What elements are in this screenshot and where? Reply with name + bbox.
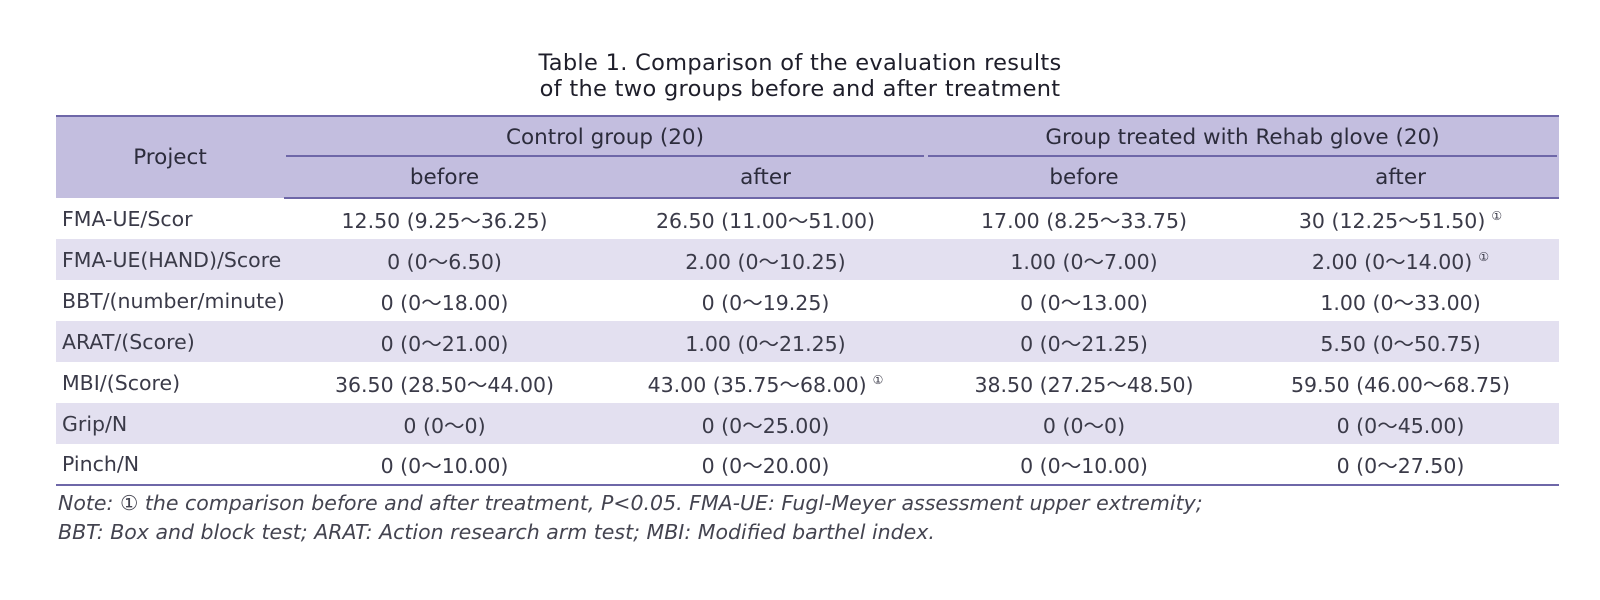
- table-row: ARAT/(Score) 0 (0～21.00) 1.00 (0～21.25) 0 (…: [56, 321, 1560, 362]
- value-text: 0 (0～10.00): [380, 454, 509, 478]
- control-group-header: Control group (20): [284, 116, 926, 157]
- value-text: 0 (0～6.50): [387, 249, 502, 274]
- value-cell: 1.00 (0～33.00): [1242, 280, 1559, 321]
- value-cell: 0 (0～18.00): [284, 280, 605, 321]
- project-cell: Grip/N: [62, 411, 128, 436]
- table-row: Pinch/N 0 (0～10.00) 0 (0～20.00) 0 (0～10.00)…: [56, 444, 1560, 485]
- project-column-header: Project: [133, 145, 207, 170]
- significance-mark: ①: [1478, 249, 1490, 264]
- value-text: 38.50 (27.25～48.50): [974, 372, 1194, 397]
- value-cell: 17.00 (8.25～33.75): [926, 198, 1242, 239]
- value-cell: 0 (0～6.50): [284, 239, 605, 280]
- table-row: FMA-UE(HAND)/Score 0 (0～6.50) 2.00 (0～10.2…: [56, 239, 1560, 280]
- value-text: 0 (0～25.00): [701, 413, 830, 438]
- value-text: 2.00 (0～14.00): [1311, 249, 1473, 274]
- value-text: 1.00 (0～21.25): [685, 331, 846, 356]
- table-row: BBT/(number/minute) 0 (0～18.00) 0 (0～19.25…: [56, 280, 1559, 321]
- value-text: 0 (0～21.25): [1020, 331, 1148, 356]
- rehab-group-rule: [928, 155, 1558, 157]
- value-cell: 36.50 (28.50～44.00): [284, 362, 605, 403]
- value-text: 0 (0～10.00): [1020, 454, 1148, 478]
- header-row-groups: Project Control group (20) Group treated…: [56, 116, 1560, 170]
- table-body: FMA-UE/Scor 12.50 (9.25～36.25) 26.50 (11.0…: [56, 198, 1560, 485]
- value-text: 0 (0～13.00): [1020, 290, 1148, 315]
- value-cell: 0 (0～10.00): [926, 444, 1242, 485]
- table-header: Project Control group (20) Group treated…: [56, 116, 1560, 199]
- table-row: FMA-UE/Scor 12.50 (9.25～36.25) 26.50 (11.0…: [56, 198, 1559, 239]
- table-note: Note: ① the comparison before and after …: [58, 489, 1558, 547]
- project-cell: FMA-UE/Scor: [62, 206, 193, 231]
- value-cell: 0 (0～20.00): [605, 444, 926, 485]
- significance-mark: ①: [872, 372, 884, 387]
- value-cell: 1.00 (0～7.00): [926, 239, 1242, 280]
- table-row: MBI/(Score) 36.50 (28.50～44.00) 43.00 (35.…: [56, 362, 1559, 403]
- value-text: 0 (0～27.50): [1336, 454, 1465, 478]
- value-cell: 0 (0～21.00): [284, 321, 605, 362]
- value-cell: 2.00 (0～10.25): [605, 239, 926, 280]
- value-cell: 5.50 (0～50.75): [1242, 321, 1559, 362]
- value-cell: 0 (0～19.25): [605, 280, 926, 321]
- value-text: 0 (0～0): [1042, 413, 1126, 438]
- value-text: 36.50 (28.50～44.00): [334, 372, 555, 397]
- value-text: 0 (0～19.25): [701, 290, 830, 315]
- project-cell: Pinch/N: [62, 452, 140, 476]
- project-cell: MBI/(Score): [62, 370, 181, 395]
- rehab-before-header: before: [926, 157, 1242, 199]
- caption-line-2: of the two groups before and after treat…: [539, 76, 1061, 102]
- control-after-header: after: [605, 157, 926, 199]
- value-text: 1.00 (0～7.00): [1010, 249, 1158, 274]
- value-cell: 2.00 (0～14.00) ①: [1242, 239, 1559, 280]
- value-text: 0 (0～18.00): [380, 290, 509, 315]
- value-cell: 59.50 (46.00～68.75): [1242, 362, 1559, 403]
- value-cell: 0 (0～10.00): [284, 444, 605, 485]
- rehab-group-header: Group treated with Rehab glove (20): [926, 116, 1559, 157]
- value-cell: 0 (0～0): [926, 403, 1242, 444]
- value-text: 12.50 (9.25～36.25): [341, 209, 548, 233]
- results-table: Project Control group (20) Group treated…: [56, 115, 1560, 486]
- table-row: Grip/N 0 (0～0) 0 (0～25.00) 0 (0～0) 0 (0～45.0…: [56, 403, 1560, 444]
- table-caption: Table 1. Comparison of the evaluation re…: [0, 50, 1600, 102]
- value-cell: 0 (0～0): [284, 403, 605, 444]
- significance-mark: ①: [1491, 209, 1503, 223]
- project-cell: BBT/(number/minute): [62, 288, 285, 313]
- value-cell: 0 (0～25.00): [605, 403, 926, 444]
- value-cell: 0 (0～27.50): [1242, 444, 1559, 485]
- value-text: 26.50 (11.00～51.00): [655, 209, 876, 233]
- value-cell: 43.00 (35.75～68.00) ①: [605, 362, 926, 403]
- project-cell: FMA-UE(HAND)/Score: [62, 247, 282, 272]
- control-group-label: Control group (20): [506, 124, 704, 150]
- value-text: 17.00 (8.25～33.75): [980, 209, 1188, 233]
- value-text: 5.50 (0～50.75): [1320, 331, 1481, 356]
- value-cell: 26.50 (11.00～51.00): [605, 198, 926, 239]
- control-before-header: before: [284, 157, 605, 199]
- value-cell: 12.50 (9.25～36.25): [284, 198, 605, 239]
- value-text: 43.00 (35.75～68.00): [647, 372, 867, 397]
- value-text: 1.00 (0～33.00): [1320, 290, 1481, 315]
- value-cell: 0 (0～21.25): [926, 321, 1242, 362]
- caption-line-1: Table 1. Comparison of the evaluation re…: [538, 50, 1062, 76]
- value-text: 59.50 (46.00～68.75): [1290, 372, 1511, 397]
- rehab-after-header: after: [1242, 157, 1560, 199]
- project-cell: ARAT/(Score): [62, 329, 195, 354]
- header-row-timepoints: before after before after: [56, 157, 1560, 199]
- value-text: 0 (0～0): [403, 413, 486, 438]
- value-cell: 1.00 (0～21.25): [605, 321, 926, 362]
- value-text: 0 (0～20.00): [701, 454, 830, 478]
- value-text: 0 (0～21.00): [380, 331, 509, 356]
- value-cell: 0 (0～45.00): [1242, 403, 1559, 444]
- value-text: 2.00 (0～10.25): [685, 249, 846, 274]
- rehab-group-label: Group treated with Rehab glove (20): [1045, 124, 1440, 150]
- value-cell: 38.50 (27.25～48.50): [926, 362, 1242, 403]
- value-cell: 30 (12.25～51.50) ①: [1242, 198, 1559, 239]
- value-cell: 0 (0～13.00): [926, 280, 1242, 321]
- value-text: 30 (12.25～51.50): [1298, 209, 1486, 233]
- note-line-1: Note: ① the comparison before and after …: [58, 491, 1203, 515]
- control-group-rule: [286, 155, 924, 157]
- value-text: 0 (0～45.00): [1336, 413, 1465, 438]
- note-line-2: BBT: Box and block test; ARAT: Action re…: [58, 520, 935, 544]
